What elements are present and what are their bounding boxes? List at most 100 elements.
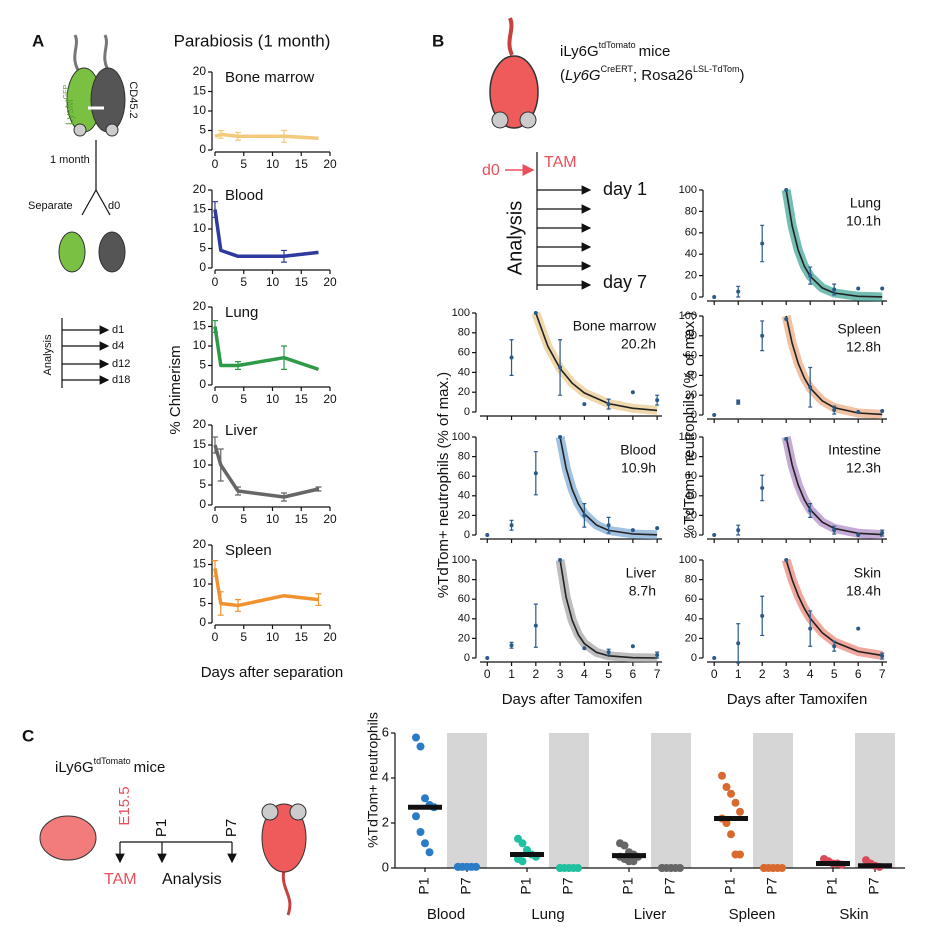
point — [736, 289, 741, 294]
point — [606, 650, 611, 655]
point — [558, 558, 563, 562]
label-sup: LSL-TdTom — [693, 64, 740, 74]
label: iLy6G — [55, 759, 94, 776]
group-label: Lung — [531, 906, 564, 923]
y-tick-label: 60 — [685, 593, 697, 605]
chart-title: Bone marrow — [225, 69, 314, 86]
x-tick-label: P7 — [662, 877, 678, 894]
y-tick-label: 5 — [199, 123, 206, 137]
x-tick-label: 1 — [508, 667, 515, 681]
y-tick-label: 15 — [193, 202, 207, 216]
x-tick-label: 10 — [266, 275, 280, 289]
line — [213, 568, 319, 608]
x-axis-label: Days after separation — [201, 664, 344, 681]
y-tick-label: 100 — [679, 310, 697, 322]
point — [712, 413, 717, 417]
shade — [447, 733, 487, 868]
point — [630, 528, 635, 533]
point — [454, 862, 462, 871]
y-tick-label: 0 — [199, 260, 206, 274]
chart-title: Spleen — [837, 321, 881, 337]
point — [533, 471, 538, 476]
x-tick-label: P1 — [416, 877, 432, 894]
x-tick-label: 0 — [212, 512, 219, 526]
analysis-label: Analysis — [504, 201, 526, 275]
point — [574, 864, 582, 872]
x-tick-label: 0 — [212, 157, 219, 171]
y-tick-label: 20 — [193, 417, 207, 431]
tam-timeline — [505, 152, 592, 290]
y-tick-label: 80 — [685, 451, 697, 463]
x-tick-label: 5 — [240, 512, 247, 526]
point — [412, 812, 420, 821]
x-tick-label: 15 — [295, 630, 309, 644]
y-tick-label: 40 — [685, 613, 697, 625]
tam-mouse — [489, 17, 539, 129]
x-tick-label: 7 — [654, 667, 661, 681]
y-tick-label: 20 — [685, 389, 697, 401]
x-axis-label: Days after Tamoxifen — [502, 691, 643, 708]
ear — [519, 111, 537, 129]
chart-title: Blood — [225, 187, 263, 204]
stage-label: E15.5 — [116, 786, 133, 825]
y-tick-label: 60 — [458, 593, 470, 605]
x-axis-label: Days after Tamoxifen — [727, 691, 868, 708]
half-life: 10.1h — [846, 213, 881, 229]
x-tick-label: 5 — [240, 630, 247, 644]
y-tick-label: 10 — [193, 221, 207, 235]
y-tick-label: 80 — [685, 330, 697, 342]
y-tick-label: 10 — [193, 576, 207, 590]
fit-line — [535, 312, 658, 412]
y-tick-label: 100 — [679, 184, 697, 196]
point — [533, 623, 538, 628]
y-tick-label: 60 — [685, 470, 697, 482]
y-tick-label: 6 — [382, 724, 389, 739]
x-tick-label: 15 — [295, 392, 309, 406]
y-tick-label: 60 — [458, 470, 470, 482]
y-tick-label: 60 — [685, 227, 697, 239]
x-tick-label: P7 — [764, 877, 780, 894]
label: ( — [560, 67, 565, 84]
y-tick-label: 10 — [193, 338, 207, 352]
point — [832, 287, 837, 292]
point — [856, 410, 861, 415]
x-tick-label: 0 — [212, 392, 219, 406]
label: Ly6G — [565, 67, 601, 84]
y-axis-label: %TdTom+ neutrophils (% of max.) — [681, 312, 698, 538]
chart-title: Skin — [854, 565, 881, 581]
y-tick-label: 0 — [464, 406, 470, 418]
shade — [855, 733, 895, 868]
point — [722, 783, 731, 791]
point — [485, 533, 490, 537]
group-label: Blood — [427, 906, 465, 923]
y-tick-label: 100 — [679, 431, 697, 443]
analysis-label: Analysis — [162, 871, 222, 888]
y-tick-label: 5 — [199, 358, 206, 372]
tail — [73, 34, 80, 71]
half-life: 20.2h — [621, 336, 656, 352]
chart-title: Intestine — [828, 442, 881, 458]
group-label: Liver — [634, 906, 667, 923]
y-tick-label: 80 — [458, 574, 470, 586]
line — [214, 132, 319, 141]
stage-label: P7 — [223, 819, 240, 837]
point — [880, 654, 885, 659]
point — [778, 864, 786, 872]
point — [533, 311, 538, 315]
label: ) — [740, 67, 745, 84]
y-tick-label: 0 — [199, 615, 206, 629]
point — [421, 794, 429, 803]
x-tick-label: 1 — [735, 667, 742, 681]
split — [81, 189, 111, 216]
point — [808, 508, 813, 513]
x-tick-label: 10 — [266, 392, 280, 406]
point — [832, 528, 837, 533]
point — [760, 613, 765, 618]
y-tick-label: 80 — [458, 451, 470, 463]
step-label: Separate — [28, 200, 73, 212]
point — [558, 365, 563, 370]
point — [712, 656, 717, 660]
fit-line — [559, 559, 658, 659]
x-tick-label: 15 — [295, 512, 309, 526]
mouse-title: iLy6GtdTomato mice — [560, 40, 670, 60]
